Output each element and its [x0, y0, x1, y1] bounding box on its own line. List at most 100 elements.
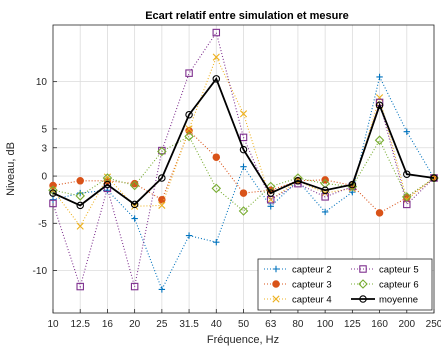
data-point-capteur-2: [213, 238, 220, 246]
series-layer: [48, 28, 439, 293]
data-point-moyenne: [49, 189, 57, 197]
y-tick-label: -5: [38, 219, 47, 230]
legend-label-capteur-6: capteur 6: [379, 280, 419, 291]
data-point-capteur-4: [185, 125, 193, 133]
data-point-capteur-6: [184, 131, 194, 142]
y-axis-label: Niveau, dB: [5, 142, 17, 196]
data-point-capteur-4: [212, 53, 220, 61]
data-point-moyenne: [403, 170, 411, 178]
x-tick-label: 80: [292, 319, 304, 330]
data-point-capteur-4: [76, 222, 84, 230]
data-point-capteur-4: [239, 110, 248, 118]
x-tick-label: 10: [47, 319, 59, 330]
y-tick-label: 5: [41, 124, 47, 135]
data-point-capteur-6: [320, 178, 330, 189]
data-point-moyenne: [294, 177, 302, 185]
data-point-capteur-6: [129, 180, 140, 191]
series-line-capteur-5: [52, 31, 435, 289]
series-line-capteur-6: [52, 135, 435, 212]
chart-title: Ecart relatif entre simulation et mesure: [145, 10, 349, 22]
data-point-moyenne: [212, 75, 221, 83]
legend-label-capteur-4: capteur 4: [292, 295, 332, 306]
data-point-capteur-4: [158, 201, 166, 209]
data-point-moyenne: [103, 180, 112, 189]
legend-label-moyenne: moyenne: [379, 295, 418, 306]
x-tick-label: 20: [129, 319, 141, 330]
legend-marker-capteur-5: [359, 265, 367, 273]
x-tick-label: 200: [398, 319, 415, 330]
x-tick-label: 12.5: [70, 319, 90, 330]
data-point-capteur-3: [158, 195, 166, 204]
x-tick-label: 40: [211, 319, 223, 330]
y-tick-label: 3: [41, 143, 47, 154]
data-point-moyenne: [239, 145, 248, 154]
x-axis: 10 12.5 16 20 25 31.5 40 50 63 80 100 125 160 200 250: [47, 309, 441, 330]
data-point-capteur-6: [102, 173, 113, 183]
data-point-capteur-2: [267, 203, 274, 210]
data-point-capteur-2: [185, 232, 193, 239]
data-point-capteur-2: [321, 208, 329, 216]
x-tick-label: 125: [344, 319, 361, 330]
data-point-capteur-6: [402, 192, 412, 202]
data-point-capteur-2: [49, 196, 57, 203]
data-point-moyenne: [76, 201, 84, 210]
data-point-capteur-3: [76, 177, 84, 185]
data-point-capteur-3: [130, 179, 139, 188]
legend-label-capteur-5: capteur 5: [379, 265, 419, 276]
series-line-moyenne: [52, 76, 435, 207]
data-point-moyenne: [348, 180, 357, 189]
legend-box: [257, 258, 433, 311]
legend-marker-moyenne: [359, 295, 367, 303]
data-point-capteur-5: [76, 282, 84, 291]
data-point-capteur-6: [75, 191, 85, 201]
y-axis: -10 -5 0 3 5 10: [33, 77, 57, 277]
legend: capteur 2 capteur 3 capteur 4 capteur 5 capt…: [257, 258, 433, 311]
data-point-capteur-3: [185, 127, 193, 135]
legend-marker-capteur-3: [272, 280, 280, 288]
x-tick-label: 50: [238, 319, 250, 330]
data-point-capteur-5: [130, 282, 139, 291]
data-point-capteur-6: [265, 181, 276, 192]
data-point-moyenne: [130, 200, 139, 209]
data-point-moyenne: [321, 186, 329, 194]
x-axis-label: Fréquence, Hz: [207, 334, 279, 346]
x-tick-label: 100: [317, 319, 334, 330]
data-point-capteur-3: [212, 153, 221, 161]
data-point-capteur-4: [375, 94, 384, 102]
data-point-capteur-6: [211, 183, 222, 194]
data-point-capteur-6: [238, 206, 249, 216]
legend-marker-capteur-2: [272, 265, 280, 273]
legend-label-capteur-3: capteur 3: [292, 280, 332, 291]
x-tick-label: 31.5: [179, 319, 199, 330]
data-point-capteur-2: [131, 215, 138, 222]
legend-marker-capteur-4: [272, 295, 280, 303]
data-point-capteur-6: [157, 146, 167, 157]
data-point-capteur-5: [185, 69, 193, 77]
data-point-capteur-3: [239, 189, 248, 197]
x-tick-label: 25: [156, 319, 168, 330]
data-point-capteur-2: [158, 286, 166, 293]
data-point-moyenne: [430, 174, 438, 182]
data-point-moyenne: [266, 189, 275, 197]
x-tick-label: 16: [102, 319, 114, 330]
data-point-capteur-5: [49, 199, 57, 208]
data-point-moyenne: [158, 174, 166, 182]
x-tick-label: 160: [371, 319, 388, 330]
y-tick-label: -10: [33, 266, 48, 277]
data-point-capteur-6: [293, 173, 303, 183]
y-tick-label: 10: [36, 77, 48, 88]
data-point-capteur-2: [403, 128, 410, 135]
data-point-moyenne: [375, 101, 384, 110]
data-point-capteur-5: [212, 28, 221, 37]
data-point-capteur-6: [374, 135, 385, 145]
series-capteur-5: [49, 28, 438, 291]
data-point-capteur-3: [375, 209, 384, 217]
legend-label-capteur-2: capteur 2: [292, 265, 332, 276]
data-point-moyenne: [185, 110, 193, 119]
x-tick-label: 250: [426, 319, 441, 330]
data-point-capteur-2: [77, 189, 84, 197]
data-point-capteur-5: [239, 133, 248, 142]
data-point-capteur-4: [131, 202, 139, 210]
data-point-capteur-2: [376, 73, 383, 81]
